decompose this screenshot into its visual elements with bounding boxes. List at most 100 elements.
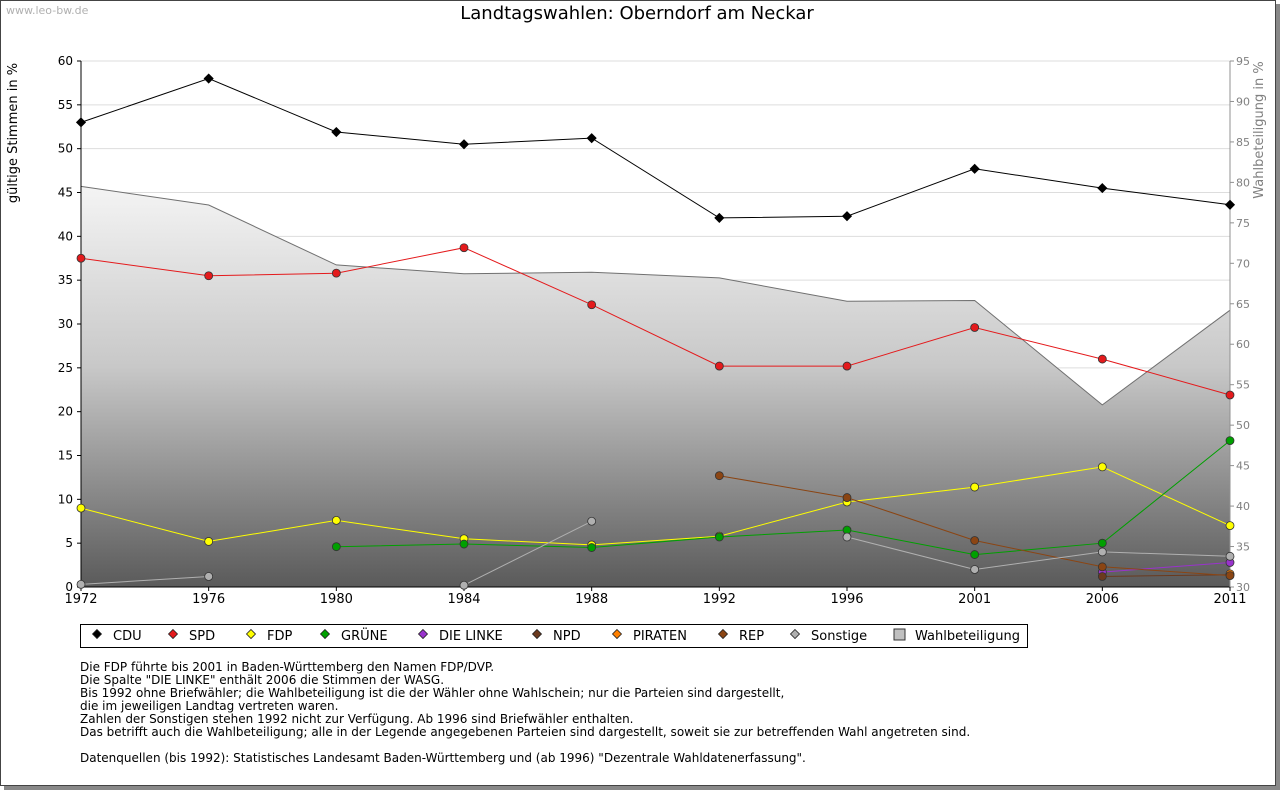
data-point — [76, 503, 86, 513]
note-line: die im jeweiligen Landtag vertreten ware… — [80, 699, 339, 713]
y-tick-label: 10 — [58, 492, 73, 506]
series-gr-ne — [331, 436, 1235, 559]
y2-tick-label: 75 — [1236, 217, 1250, 230]
series-line — [846, 536, 1231, 571]
data-point — [204, 572, 214, 581]
y-tick-label: 30 — [58, 317, 73, 331]
x-tick-label: 1988 — [575, 592, 608, 607]
y2-tick-label: 30 — [1236, 581, 1250, 594]
legend: CDU SPD FDP GRÜNE DIE LINKE NPD PIRATEN REP Sons… — [80, 624, 1028, 648]
y-tick-label: 5 — [65, 536, 73, 550]
data-point — [714, 361, 724, 371]
data-point — [1225, 551, 1235, 561]
legend-marker — [611, 628, 623, 640]
data-point — [1097, 562, 1107, 572]
data-point — [970, 536, 980, 545]
series-line — [80, 77, 1231, 219]
series-spd — [76, 243, 1235, 400]
legend-item-rep: REP — [717, 628, 764, 644]
data-point — [459, 580, 469, 590]
watermark: www.leo-bw.de — [6, 4, 89, 17]
note-line: Das betrifft auch die Wahlbeteiligung; a… — [80, 725, 971, 739]
x-tick-label: 2006 — [1086, 592, 1119, 607]
y2-tick-label: 90 — [1236, 95, 1250, 108]
data-point — [458, 139, 470, 150]
series-line — [1102, 562, 1231, 573]
data-point — [459, 539, 469, 549]
y2-tick-label: 80 — [1236, 176, 1250, 189]
legend-item-spd: SPD — [167, 628, 215, 644]
data-point — [842, 361, 852, 371]
legend-label: GRÜNE — [341, 629, 388, 644]
note-line: Datenquellen (bis 1992): Statistisches L… — [80, 751, 806, 765]
data-point — [969, 163, 980, 174]
y-tick-label: 0 — [65, 580, 73, 594]
legend-marker — [893, 628, 906, 641]
x-tick-label: 1980 — [320, 592, 353, 607]
data-point — [331, 542, 341, 552]
x-tick-label: 1992 — [703, 592, 736, 607]
series-line — [463, 520, 592, 586]
x-tick-label: 1996 — [830, 592, 863, 607]
data-point — [970, 323, 980, 332]
x-tick-label: 1972 — [64, 592, 97, 607]
data-point — [1225, 571, 1235, 581]
data-point — [1097, 354, 1107, 364]
y-tick-label: 45 — [58, 186, 73, 200]
y2-tick-label: 45 — [1236, 460, 1250, 473]
turnout-area — [81, 186, 1230, 587]
series-cdu — [75, 73, 1236, 223]
x-tick-label: 2001 — [958, 592, 991, 607]
data-point — [76, 253, 86, 263]
legend-swatch — [611, 628, 623, 640]
y2-axis-label: Wahlbeteiligung in % — [1252, 61, 1267, 198]
legend-swatch — [789, 628, 801, 640]
legend-swatch — [717, 628, 729, 640]
y2-tick-label: 35 — [1236, 541, 1250, 554]
data-point — [1097, 572, 1107, 581]
legend-item-piraten: PIRATEN — [611, 628, 687, 644]
data-point — [970, 482, 980, 492]
data-point — [1225, 436, 1235, 445]
legend-label: SPD — [189, 629, 216, 644]
series-line — [80, 576, 209, 585]
legend-label: PIRATEN — [633, 629, 687, 644]
series-line — [1102, 574, 1231, 577]
data-point — [842, 532, 852, 542]
data-point — [1225, 390, 1235, 400]
legend-marker — [245, 628, 257, 640]
y2-tick-label: 85 — [1236, 136, 1250, 149]
series-line — [80, 466, 1231, 546]
note-line: Zahlen der Sonstigen stehen 1992 nicht z… — [80, 712, 634, 726]
data-point — [587, 300, 597, 310]
y2-tick-label: 60 — [1236, 338, 1250, 351]
x-tick-label: 1984 — [447, 592, 480, 607]
series-line — [80, 247, 1231, 396]
data-point — [331, 126, 342, 138]
y-tick-label: 60 — [58, 54, 73, 68]
legend-marker — [789, 628, 801, 640]
legend-swatch — [167, 628, 179, 640]
data-point — [331, 268, 341, 278]
data-point — [1097, 462, 1107, 472]
legend-swatch — [319, 628, 331, 640]
y2-tick-label: 65 — [1236, 298, 1250, 311]
legend-label: FDP — [267, 629, 293, 644]
data-point — [587, 543, 597, 552]
data-point — [714, 212, 725, 223]
y2-tick-label: 70 — [1236, 257, 1250, 270]
y-tick-label: 50 — [58, 142, 73, 156]
legend-label: Wahlbeteiligung — [915, 629, 1021, 644]
data-point — [1097, 547, 1107, 557]
legend-item-cdu: CDU — [91, 628, 142, 644]
x-tick-label: 2011 — [1213, 592, 1246, 607]
y-tick-label: 25 — [58, 361, 73, 375]
legend-marker — [531, 628, 543, 640]
legend-label: CDU — [113, 629, 142, 644]
legend-item-gr-ne: GRÜNE — [319, 628, 388, 644]
data-point — [1097, 538, 1107, 548]
data-point — [970, 565, 980, 574]
data-point — [714, 471, 724, 481]
chart-title: Landtagswahlen: Oberndorf am Neckar — [460, 3, 814, 24]
data-point — [76, 579, 86, 589]
